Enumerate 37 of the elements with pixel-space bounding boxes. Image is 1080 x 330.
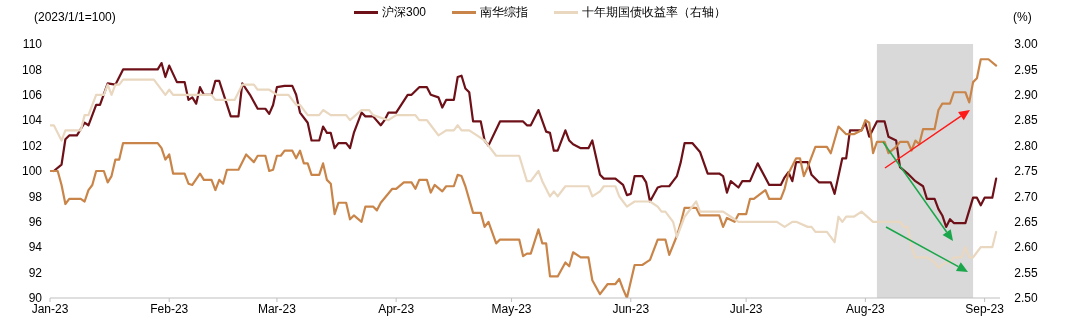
y-axis-title: (2023/1/1=100)	[34, 10, 116, 24]
x-tick-label: Sep-23	[965, 301, 1005, 316]
y2-tick-label: 2.75	[1014, 164, 1038, 179]
y-tick-label: 104	[21, 113, 43, 128]
y-tick-label: 102	[21, 138, 43, 153]
y-tick-label: 100	[21, 164, 43, 179]
y2-tick-label: 3.00	[1014, 37, 1038, 52]
x-tick-label: Jun-23	[612, 301, 650, 316]
y2-tick-label: 2.70	[1014, 189, 1038, 204]
y2-tick-label: 2.90	[1014, 88, 1038, 103]
x-tick-label: Jan-23	[31, 301, 69, 316]
y2-tick-label: 2.50	[1014, 291, 1038, 306]
x-tick-label: Feb-23	[150, 301, 189, 316]
y-tick-label: 96	[28, 215, 43, 230]
y2-axis-title: (%)	[1013, 10, 1032, 24]
y-tick-label: 98	[28, 189, 43, 204]
y-tick-label: 106	[21, 88, 43, 103]
y2-tick-label: 2.80	[1014, 138, 1038, 153]
line-series	[52, 61, 998, 228]
x-tick-label: Jul-23	[729, 301, 763, 316]
legend-label: 沪深300	[381, 4, 427, 21]
line-series	[50, 78, 998, 269]
y-tick-label: 92	[28, 265, 43, 280]
legend-label: 十年期国债收益率（右轴）	[582, 4, 727, 21]
x-tick-label: Apr-23	[378, 301, 415, 316]
y2-tick-label: 2.55	[1014, 265, 1038, 280]
x-tick-label: Mar-23	[257, 301, 297, 316]
y-tick-label: 110	[22, 37, 43, 52]
y-tick-label: 94	[28, 240, 43, 255]
x-tick-label: May-23	[491, 301, 532, 316]
x-tick-label: Aug-23	[846, 301, 886, 316]
legend-label: 南华综指	[480, 4, 529, 21]
y2-tick-label: 2.65	[1014, 215, 1038, 230]
y2-tick-label: 2.60	[1014, 240, 1038, 255]
y2-tick-label: 2.85	[1014, 113, 1038, 128]
y2-tick-label: 2.95	[1014, 62, 1038, 77]
y-tick-label: 108	[21, 62, 43, 77]
